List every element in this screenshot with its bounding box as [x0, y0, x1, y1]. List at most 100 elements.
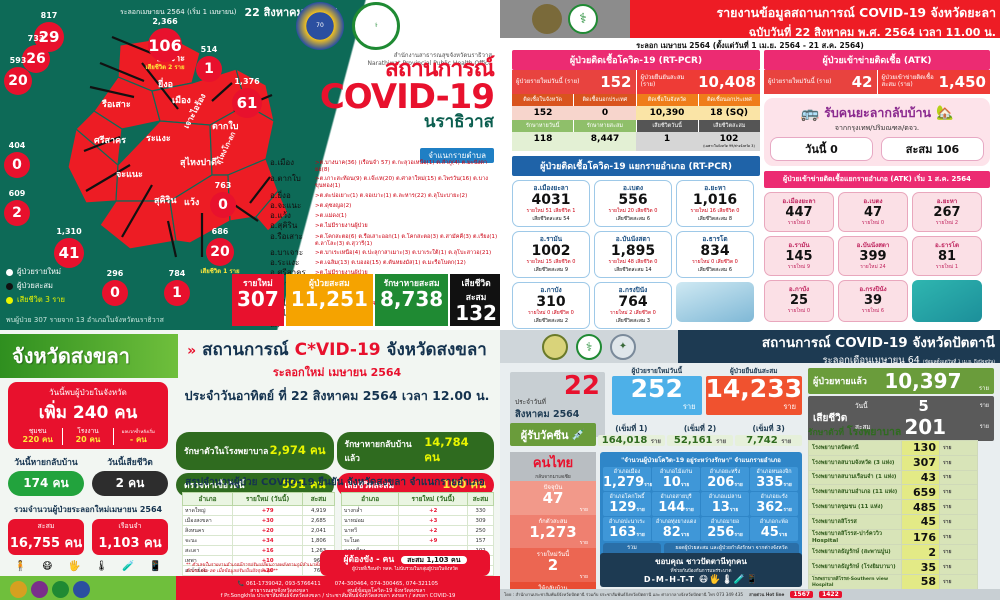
- facebook-icon: f: [220, 593, 223, 599]
- yala-title-line2: ฉบับวันที่ 22 สิงหาคม พ.ศ. 2564 เวลา 11.…: [748, 26, 996, 39]
- yala-title: รายงานข้อมูลสถานการณ์ COVID-19 จังหวัดยะ…: [635, 3, 996, 41]
- returnee-row: ปัจจุบัน 47 ราย: [510, 481, 596, 515]
- vaccine-dose: (เข็มที่ 2) 52,161 ราย: [666, 423, 734, 446]
- yala-pcr-top: ผู้ป่วยรายใหม่วันนี้ (ราย) 152 ผู้ป่วยยื…: [512, 70, 760, 94]
- bubble-new: 106: [148, 35, 182, 55]
- legend-dot-new: [6, 268, 13, 276]
- bus-title: รับคนยะลากลับบ้าน: [824, 105, 932, 120]
- yala-atk-district-cards: อ.เมืองยะลา 447 รายใหม่ 0 อ.เบตง 47 รายใ…: [764, 192, 990, 322]
- table-row: โรงพยาบาลธัญรักษ์ (โรงยิมบานา) 35 ราย: [808, 559, 994, 576]
- title-line2: COVID-19: [319, 77, 495, 117]
- map-bubble: 733 26: [22, 34, 50, 73]
- svg-text:แว้ง: แว้ง: [184, 197, 199, 208]
- district-card: อ.บันนังสตา 399 รายใหม่ 24: [838, 236, 908, 276]
- yala-atk-section: ผู้ป่วยเข้าข่ายติดเชื้อ (ATK) ผู้ป่วยราย…: [764, 50, 990, 322]
- vaccine-dose: (เข็มที่ 1) 164,018 ราย: [598, 423, 665, 446]
- bubble-cumulative: 1,376: [234, 77, 260, 86]
- district-cell: อำเภอกะพ้อ 45ราย: [750, 517, 798, 541]
- map-bubble: 514 1: [196, 45, 222, 82]
- summary-cell-deaths: เสียชีวิตสะสม 132: [450, 274, 500, 326]
- bubble-new: 1: [172, 285, 182, 301]
- songkhla-recover-die: วันนี้หายกลับบ้าน 174 คน วันนี้เสียชีวิต…: [8, 455, 168, 496]
- svg-text:สุไหงปาดี: สุไหงปาดี: [180, 156, 217, 168]
- table-row: นาหม่อม +3 309: [340, 515, 494, 526]
- bubble-new: 0: [218, 197, 228, 213]
- table-row: จะนะ +34 1,806: [181, 535, 335, 546]
- panel-yala: ⚕ รายงานข้อมูลสถานการณ์ COVID-19 จังหวัด…: [500, 0, 1000, 330]
- yala-pcr-title: ผู้ป่วยติดเชื้อโควิด-19 (RT-PCR): [512, 50, 760, 70]
- map-bubble: 609 2: [4, 189, 30, 226]
- table-row: โรงพยาบาลสนามอำเภอ (11 แห่ง) 659 ราย: [808, 484, 994, 501]
- seal-icon: [10, 581, 27, 598]
- svg-text:รือเสาะ: รือเสาะ: [101, 98, 131, 110]
- songkhla-note: ** ตัวเลขในรายงานอำเภอมีการปรับเปลี่ยนภา…: [186, 563, 385, 574]
- kpi-recovered: ผู้ป่วยหายแล้ว 10,397 ราย: [808, 368, 994, 394]
- kpi-new-cases: ผู้ป่วยรายใหม่วันนี้ 252 ราย: [612, 366, 702, 415]
- songkhla-left-column: วันนี้พบผู้ป่วยในจังหวัด เพิ่ม 240 คน ชุ…: [8, 382, 168, 599]
- mobile-app-icon: 📱: [149, 560, 162, 572]
- narathiwat-title: สถานการณ์ COVID-19 นราธิวาส: [249, 58, 495, 133]
- district-card: อ.รามัน 1002 รายใหม่ 15 เสียชีวิต 0 เสีย…: [512, 231, 590, 278]
- handwash-icon: 🖐: [68, 560, 81, 572]
- narathiwat-logos: 70 ⚕: [296, 2, 400, 50]
- yala-pcr-sub2-data: 118 8,447 1 102 (เฉพาะในจังหวัด 99/ต่างจ…: [512, 132, 760, 151]
- provincial-seal-icon: [532, 4, 562, 34]
- bus-total: สะสม 106: [881, 137, 984, 161]
- provincial-seal-icon: 70: [296, 2, 344, 50]
- map-bubble: 1,376 61: [232, 77, 262, 118]
- table-row: โรงพยาบาลธัญรักษ์ (สะพานปูน) 2 ราย: [808, 544, 994, 561]
- map-bubble: 1,310 41: [54, 227, 84, 268]
- pattani-header: ⚕ ✦ สถานการณ์ COVID-19 จังหวัดปัตตานี ระ…: [500, 330, 1000, 366]
- table-row: สิงหนคร +20 2,041: [181, 525, 335, 536]
- narathiwat-tambon-title: จำแนกรายตำบล: [420, 148, 494, 163]
- table-row: โรงพยาบาลสิโรรส-Southern view Hospital 58…: [808, 574, 994, 590]
- legend-label: ผู้ป่วยรายใหม่: [17, 267, 61, 276]
- returnee-row: กักตัวสะสม 1,273 ราย: [510, 514, 596, 548]
- table-row: หาดใหญ่ +79 4,919: [181, 505, 335, 516]
- songkhla-date: ประจำวันอาทิตย์ ที่ 22 สิงหาคม 2564 เวลา…: [184, 388, 490, 403]
- yala-pcr-sub1-head: ติดเชื้อในจังหวัด ติดเชื้อนอกประเทศ ติดเ…: [512, 94, 760, 106]
- panel-songkhla: จังหวัดสงขลา » สถานการณ์ C*VID-19 จังหวั…: [0, 330, 500, 600]
- panel-narathiwat: ระลอกเมษายน 2564 (เริ่ม 1 เมษายน) 22 สิง…: [0, 0, 500, 330]
- legend-label: ผู้ป่วยสะสม: [17, 281, 53, 290]
- table-row: สะเดา +16 1,263: [181, 545, 335, 556]
- bubble-deaths: เสียชีวิต 2 ราย: [145, 64, 185, 71]
- narathiwat-round: ระลอกเมษายน 2564 (เริ่ม 1 เมษายน): [120, 7, 237, 16]
- bubble-cumulative: 763: [214, 181, 232, 190]
- bubble-new: 20: [8, 73, 28, 89]
- bubble-new: 20: [210, 244, 230, 260]
- bubble-new: 2: [12, 205, 22, 221]
- songkhla-province-name: จังหวัดสงขลา: [12, 344, 131, 368]
- office-th: สำนักงานสาธารณสุขจังหวัดนราธิวาส: [393, 52, 492, 59]
- songkhla-title-main: » สถานการณ์ C*VID-19 จังหวัดสงขลา: [187, 340, 487, 360]
- svg-text:ระแงะ: ระแงะ: [146, 134, 171, 144]
- district-card: อ.เบตง 47 รายใหม่ 0: [838, 192, 908, 232]
- list-item: อ.แว้ง >ต.แม่ดง(1): [270, 211, 347, 221]
- yala-pcr-district-title: ผู้ป่วยติดเชื้อโควิด-19 แยกรายอำเภอ (RT-…: [512, 156, 760, 176]
- bubble-new: 41: [58, 244, 80, 262]
- title-line3: นราธิวาส: [423, 112, 494, 133]
- map-bubble: 686 20 เสียชีวิต 1 ราย: [200, 227, 239, 275]
- stat-hospitalized: รักษาตัวในโรงพยาบาล 2,974 คน: [176, 432, 334, 470]
- list-item: อ.เมือง >ต.บางนาค(36) (เรือนจำ 57) ต.กะลุ…: [270, 158, 488, 174]
- date-prefix: ประจำวันที่: [515, 398, 546, 407]
- bubble-cumulative: 404: [8, 141, 26, 150]
- list-item: อ.รือเสาะ >ต.โคกสะตอ(6) ต.รือเสาะออก(1) ต…: [270, 231, 498, 247]
- list-item: อ.ศรีสาคร>ต.ไม่มีรายงานผู้ป่วย: [270, 268, 368, 278]
- district-cell: อำเภอโคกโพธิ์ 129ราย: [603, 492, 651, 516]
- death-note: (เฉพาะในจังหวัด 99/ต่างจังหวัด 3): [703, 144, 755, 148]
- summary-cell-new: รายใหม่ 307: [232, 274, 284, 326]
- mask-icon: 😷: [42, 560, 53, 572]
- death-row: วันนี้ 5 ราย: [855, 397, 989, 415]
- yala-bus-box: 🚌 รับคนยะลากลับบ้าน 🏡 จากกรุงเทพ/ปริมณฑล…: [764, 98, 990, 166]
- bubble-cumulative: 733: [27, 34, 45, 43]
- yala-atk-district-title: ผู้ป่วยเข้าข่ายติดเชื้อแยกรายอำเภอ (ATK)…: [764, 171, 990, 188]
- table-row: ระโนด +9 157: [340, 535, 494, 546]
- bubble-cumulative: 784: [168, 269, 186, 278]
- map-bubble: 593 20: [4, 56, 32, 95]
- svg-text:จะแนะ: จะแนะ: [116, 170, 143, 180]
- testing-icon: 🧪: [122, 560, 135, 572]
- legend-dot-cumulative: [6, 282, 13, 290]
- list-item: อ.สุคิริน >ต.ไม่มีรายงานผู้ป่วย: [270, 221, 368, 231]
